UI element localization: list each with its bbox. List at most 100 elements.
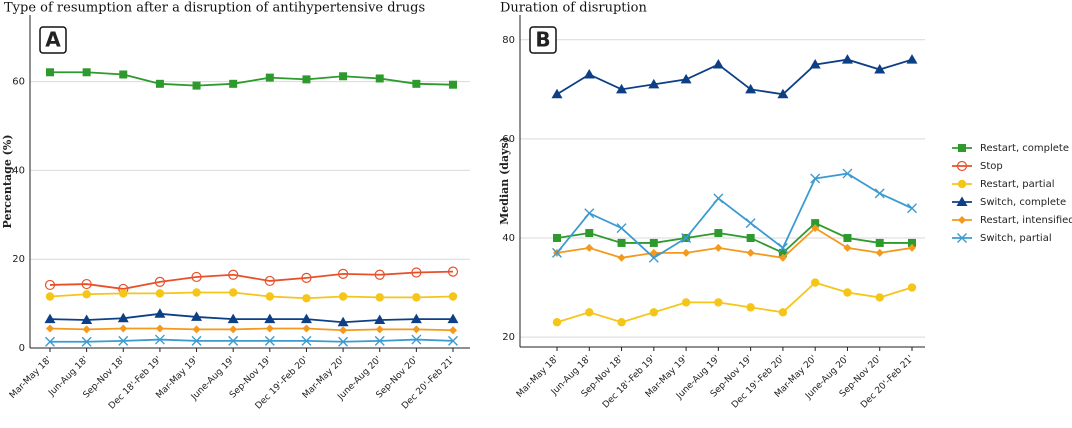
y-tick-label: 80 [502, 35, 515, 46]
marker [957, 233, 967, 243]
marker [617, 318, 626, 327]
marker [875, 293, 884, 302]
marker [842, 168, 853, 179]
marker [745, 218, 756, 229]
marker [449, 326, 457, 335]
marker [265, 292, 275, 301]
legend-label: Switch, partial [980, 233, 1052, 244]
y-tick-label: 40 [12, 165, 25, 176]
series-line [50, 338, 454, 343]
marker [714, 243, 723, 252]
marker [448, 292, 458, 301]
marker [155, 289, 165, 298]
y-tick-label: 0 [19, 343, 25, 354]
y-tick-label: 60 [12, 77, 25, 88]
marker [228, 288, 238, 297]
marker [713, 193, 724, 204]
marker [82, 68, 91, 77]
series-line [49, 327, 454, 332]
marker [584, 208, 595, 219]
marker [682, 248, 691, 257]
marker [411, 267, 422, 278]
marker [191, 271, 202, 283]
marker [908, 238, 916, 247]
marker [552, 247, 562, 258]
marker [118, 335, 129, 346]
y-tick-label: 60 [502, 134, 515, 145]
marker [714, 229, 723, 238]
marker [958, 144, 966, 152]
marker [811, 219, 820, 228]
marker [958, 216, 966, 224]
series-line [556, 226, 913, 259]
marker [374, 314, 386, 325]
series-line [49, 291, 454, 300]
marker [552, 318, 562, 327]
series-line [556, 172, 913, 259]
marker [374, 269, 385, 280]
marker [192, 325, 201, 334]
marker [410, 313, 422, 324]
marker [337, 316, 349, 327]
panel-box [529, 26, 557, 54]
marker [154, 334, 165, 345]
marker [874, 64, 886, 74]
marker [447, 266, 459, 277]
marker [302, 294, 311, 303]
marker [843, 243, 852, 252]
marker [337, 268, 349, 279]
marker [585, 229, 594, 238]
marker [810, 173, 821, 184]
marker [956, 196, 968, 206]
marker [746, 233, 755, 242]
marker [649, 238, 658, 247]
marker [585, 243, 594, 252]
y-axis-label: Percentage (%) [1, 134, 14, 228]
marker [412, 293, 421, 302]
series-line [50, 71, 454, 87]
marker [907, 203, 917, 214]
marker [302, 324, 311, 333]
series-line [49, 270, 454, 290]
marker [82, 325, 91, 334]
series-line [556, 58, 913, 96]
marker [191, 335, 202, 346]
marker [227, 313, 239, 324]
marker [746, 248, 755, 257]
marker [119, 289, 128, 298]
marker [616, 223, 627, 234]
marker [338, 292, 348, 301]
marker [375, 293, 384, 302]
marker [265, 73, 274, 82]
marker [339, 72, 348, 81]
marker [45, 292, 55, 301]
marker [302, 75, 311, 84]
marker [681, 298, 691, 307]
marker [681, 232, 692, 243]
legend-label: Switch, complete [980, 197, 1066, 208]
y-tick-label: 20 [502, 332, 515, 343]
legend-label: Stop [980, 161, 1003, 172]
series-line [556, 281, 913, 324]
marker [301, 272, 312, 283]
marker [192, 288, 201, 297]
marker [265, 324, 274, 333]
marker [906, 54, 918, 64]
marker [777, 88, 789, 99]
chart-title: Duration of disruption [500, 1, 648, 16]
marker [45, 336, 55, 347]
panel-label: B [535, 28, 550, 52]
marker [746, 303, 755, 312]
marker [46, 324, 54, 333]
legend-label: Restart, intensified [980, 215, 1072, 226]
marker [648, 78, 660, 89]
panel-label: A [45, 28, 61, 52]
marker [745, 83, 757, 94]
marker [338, 336, 349, 347]
marker [411, 334, 422, 345]
marker [339, 326, 348, 335]
marker [778, 248, 787, 257]
marker [448, 335, 458, 346]
marker [155, 324, 164, 333]
